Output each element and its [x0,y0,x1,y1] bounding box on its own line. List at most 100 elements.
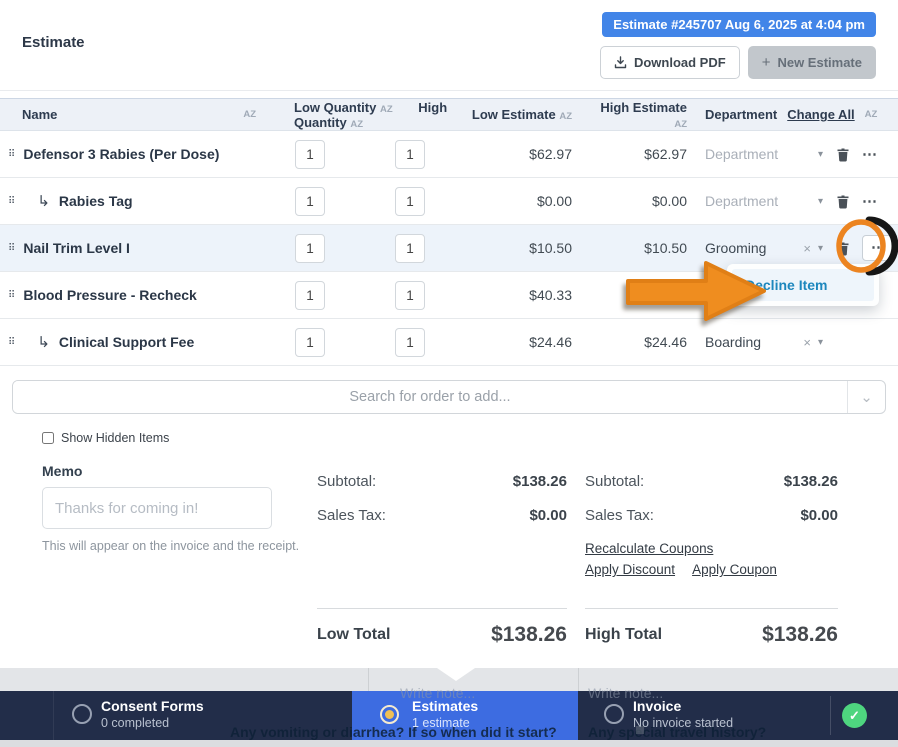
order-search-input[interactable] [13,381,847,413]
page-title: Estimate [22,34,85,51]
memo-input[interactable] [42,487,272,529]
show-hidden-label: Show Hidden Items [61,431,170,445]
item-name: Blood Pressure - Recheck [23,287,197,303]
high-total-value: $138.26 [762,623,838,646]
row-menu-icon[interactable]: ⋯ [862,145,878,163]
subtotal-value: $138.26 [512,473,567,490]
caret-down-icon: ▾ [817,242,823,254]
active-step-notch [437,668,475,681]
drag-handle-icon[interactable]: ⠿ [8,336,15,348]
table-row: ⠿ Defensor 3 Rabies (Per Dose) $62.97 $6… [0,131,898,178]
step-sub: 1 estimate [412,715,470,730]
trash-icon[interactable] [836,241,850,256]
drag-handle-icon[interactable]: ⠿ [8,195,15,207]
col-low-quantity: Low Quantity [294,99,377,115]
sort-department-icon[interactable]: AZ [864,109,878,120]
step-sub: 0 completed [101,715,170,730]
decline-item-option[interactable]: Decline Item [732,269,874,301]
step-sub: No invoice started [633,715,734,730]
background-question: Any special travel history? [588,724,767,740]
footer-bottom-strip [0,740,898,747]
search-dropdown-toggle[interactable]: ⌄ [847,381,885,413]
background-write-note: Write note... [400,685,476,701]
background-question: Any vomiting or diarrhea? If so when did… [230,724,557,740]
department-select[interactable]: Department ▾ [705,193,823,209]
trash-icon[interactable] [836,194,850,209]
step-consent-forms[interactable]: Consent Forms 0 completed [101,698,204,730]
table-row: ⠿ ↳ Rabies Tag $0.00 $0.00 Department ▾ … [0,178,898,225]
col-department: Department [705,107,778,122]
department-select[interactable]: Boarding × ▾ [705,334,823,350]
high-qty-input[interactable] [395,280,425,310]
trash-icon[interactable] [836,147,850,162]
row-menu-icon: ⋯ [871,239,887,256]
new-estimate-button[interactable]: + New Estimate [747,46,876,79]
row-menu-button-active[interactable]: ⋯ [862,235,896,261]
low-qty-input[interactable] [295,327,325,357]
low-estimate-value: $0.00 [536,193,572,209]
download-icon [614,56,627,69]
low-qty-input[interactable] [295,280,325,310]
divider [578,668,579,691]
department-select[interactable]: Grooming × ▾ [705,240,823,256]
show-hidden-checkbox[interactable] [42,432,54,444]
clear-icon[interactable]: × [803,240,811,256]
step-consent-circle-icon[interactable] [72,704,92,724]
page-header: Estimate Estimate #245707 Aug 6, 2025 at… [0,0,898,91]
step-invoice[interactable]: Invoice No invoice started [633,698,733,730]
sort-low-quantity-icon[interactable]: AZ [379,103,393,115]
low-qty-input[interactable] [295,139,325,169]
header-actions: Download PDF + New Estimate [599,46,876,79]
plus-icon: + [761,54,771,71]
low-qty-input[interactable] [295,233,325,263]
high-qty-input[interactable] [395,327,425,357]
high-qty-input[interactable] [395,139,425,169]
drag-handle-icon[interactable]: ⠿ [8,242,15,254]
sort-low-estimate-icon[interactable]: AZ [559,111,572,122]
row-menu-icon[interactable]: ⋯ [862,192,878,210]
high-qty-input[interactable] [395,233,425,263]
drag-handle-icon[interactable]: ⠿ [8,148,15,160]
high-estimate-value: $24.46 [644,334,687,350]
low-estimate-value: $62.97 [529,146,572,162]
department-placeholder: Department [705,146,779,162]
divider [368,668,369,691]
step-estimates-radio-icon[interactable] [380,705,399,724]
sales-tax-value: $0.00 [529,507,567,524]
subtotal-label: Subtotal: [585,473,645,490]
col-name: Name [22,107,58,122]
sales-tax-label: Sales Tax: [317,507,386,524]
summary-section: Memo This will appear on the invoice and… [0,463,898,683]
apply-discount-link[interactable]: Apply Discount [585,562,676,577]
clear-icon[interactable]: × [803,334,811,350]
step-label: Consent Forms [101,698,204,714]
row-context-menu: Decline Item [727,264,879,306]
caret-down-icon: ▾ [817,148,823,160]
table-row: ⠿ ↳ Clinical Support Fee $24.46 $24.46 B… [0,319,898,366]
high-total-label: High Total [585,626,663,643]
col-low-estimate: Low Estimate [471,107,556,122]
divider [585,608,838,609]
order-search-bar: ⌄ [12,380,886,414]
drag-handle-icon[interactable]: ⠿ [8,289,15,301]
low-qty-input[interactable] [295,186,325,216]
low-estimate-value: $24.46 [529,334,572,350]
recalculate-coupons-link[interactable]: Recalculate Coupons [585,541,714,556]
item-name: Clinical Support Fee [58,334,195,350]
department-select[interactable]: Department ▾ [705,146,823,162]
department-placeholder: Department [705,193,779,209]
apply-coupon-link[interactable]: Apply Coupon [692,562,777,577]
low-estimate-value: $10.50 [529,240,572,256]
download-pdf-button[interactable]: Download PDF [599,46,740,79]
sales-tax-value: $0.00 [800,507,838,524]
step-estimates[interactable]: Estimates 1 estimate [412,698,478,730]
sort-high-estimate-icon[interactable]: AZ [674,118,687,130]
change-all-link[interactable]: Change All [787,107,855,122]
department-value: Grooming [705,240,767,256]
step-invoice-circle-icon[interactable] [604,704,624,724]
sort-name-icon[interactable]: AZ [243,109,256,120]
high-qty-input[interactable] [395,186,425,216]
sort-high-quantity-icon[interactable]: AZ [350,118,364,130]
col-high-quantity: High Quantity [294,99,448,130]
